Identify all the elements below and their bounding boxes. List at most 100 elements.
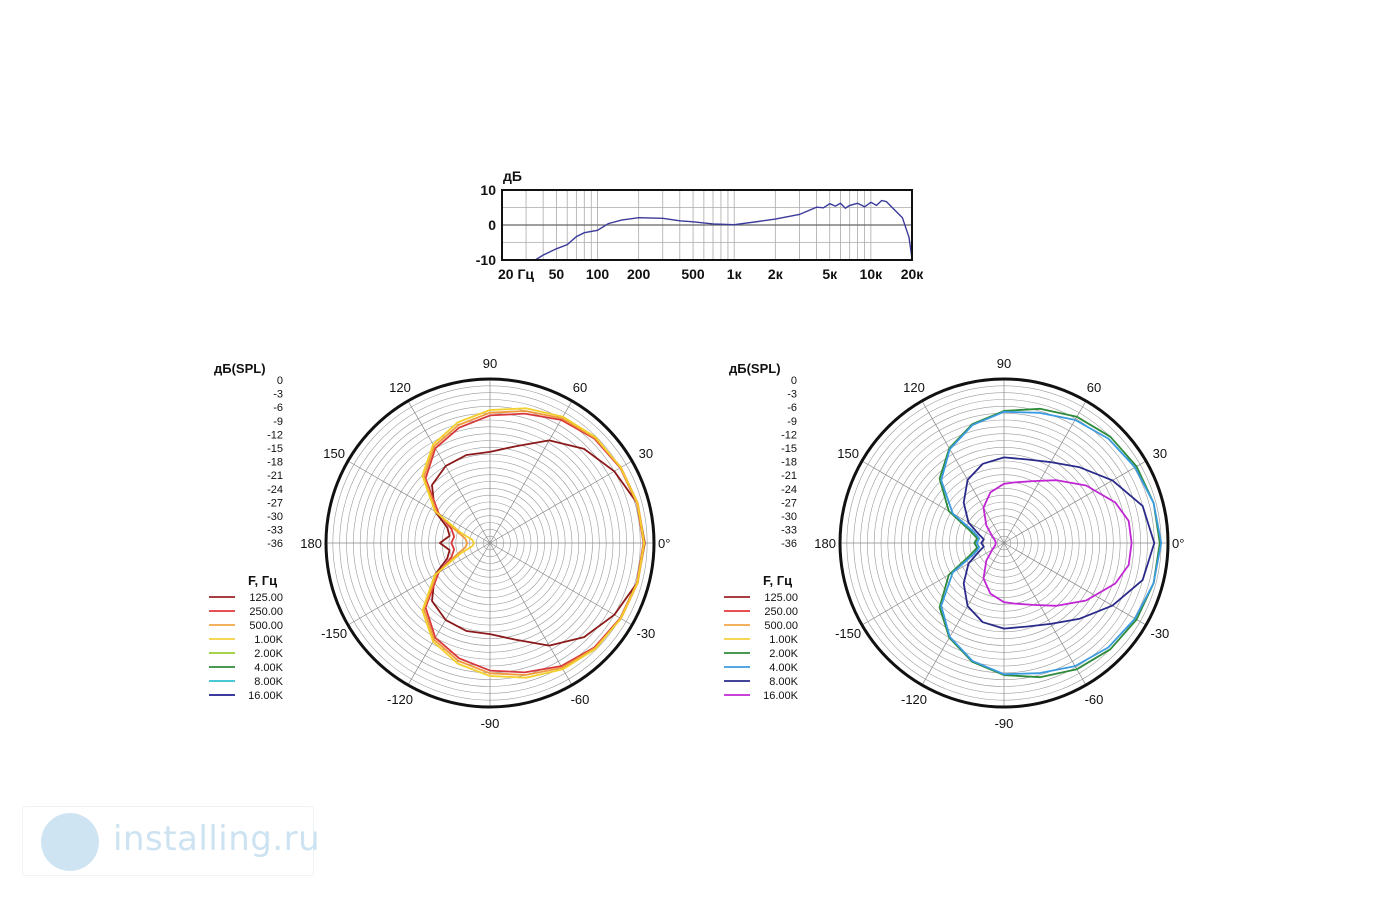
- polar2-legend-label: 1.00K: [769, 634, 798, 646]
- polar2-angle-label: 150: [837, 446, 859, 461]
- polar1-angle-label: 90: [483, 356, 497, 371]
- polar2-angle-label: 30: [1153, 446, 1167, 461]
- polar1-r-tick-label: -6: [273, 402, 283, 414]
- polar1-r-tick-label: -18: [267, 457, 283, 469]
- polar1-legend-label: 16.00K: [248, 690, 284, 702]
- polar2-angle-label: -150: [835, 626, 861, 641]
- polar1-r-tick-label: -36: [267, 538, 283, 550]
- polar1-legend-label: 8.00K: [254, 676, 283, 688]
- freq-grid: [502, 190, 912, 260]
- polar2-legend-label: 250.00: [764, 606, 798, 618]
- polar2-angle-label: 90: [997, 356, 1011, 371]
- polar1-angle-label: 60: [573, 380, 587, 395]
- polar-right-grid: [838, 377, 1170, 709]
- polar1-r-tick-label: -24: [267, 484, 283, 496]
- polar2-legend-label: 8.00K: [769, 676, 798, 688]
- freq-y-tick-label: -10: [476, 252, 496, 268]
- polar2-r-tick-label: -27: [781, 497, 797, 509]
- polar2-angle-label: 60: [1087, 380, 1101, 395]
- polar2-r-tick-label: -21: [781, 470, 797, 482]
- polar2-angle-label: 120: [903, 380, 925, 395]
- polar-left-grid: [324, 377, 656, 709]
- polar2-legend-label: 2.00K: [769, 648, 798, 660]
- polar1-angle-label: -120: [387, 692, 413, 707]
- polar-right-angle-labels: 90 60 30 0° -30 -60 -90 -120 -150 180 150 120: [814, 356, 1184, 731]
- polar1-r-tick-label: -3: [273, 389, 283, 401]
- polar1-r-tick-label: 0: [277, 375, 283, 387]
- freq-response-line: [534, 199, 913, 261]
- polar-left-angle-labels: 90 60 30 0° -30 -60 -90 -120 -150 180 150 120: [300, 356, 670, 731]
- freq-y-tick-label: 0: [488, 217, 496, 233]
- polar2-angle-label: 0°: [1172, 536, 1184, 551]
- polar2-r-tick-label: -12: [781, 429, 797, 441]
- freq-x-tick-label: 500: [681, 266, 705, 282]
- polar2-angle-label: 180: [814, 536, 836, 551]
- polar1-angle-label: -150: [321, 626, 347, 641]
- polar2-r-tick-label: -24: [781, 484, 797, 496]
- polar1-grid-spoke: [407, 400, 491, 544]
- polar2-series-line: [982, 479, 1133, 607]
- frequency-response-chart: дБ 100-10 20 Гц 50 100 200 500 1к 2к 5к 10к 20к: [476, 168, 925, 282]
- freq-x-tick-label: 2к: [768, 266, 784, 282]
- polar1-r-tick-label: -12: [267, 429, 283, 441]
- polar2-r-tick-label: -36: [781, 538, 797, 550]
- polar2-outer-ring: [838, 377, 1170, 709]
- polar-chart-right: дБ(SPL) 0-3-6-9-12-15-18-21-24-27-30-33-…: [724, 356, 1184, 731]
- polar2-grid-spoke: [921, 542, 1005, 686]
- polar1-angle-label: -60: [571, 692, 590, 707]
- polar2-grid-spoke: [921, 400, 1005, 544]
- polar2-series-line: [938, 407, 1161, 679]
- polar-left-legend: 125.00 250.00 500.00 1.00K 2.00K 4.00K 8.00K 16…: [209, 592, 284, 702]
- polar2-legend-label: 500.00: [764, 620, 798, 632]
- polar2-angle-label: -120: [901, 692, 927, 707]
- polar2-r-tick-label: -30: [781, 511, 797, 523]
- polar-right-r-axis-label: дБ(SPL): [729, 361, 781, 376]
- polar-right-series: [938, 407, 1163, 679]
- polar1-series-line: [423, 410, 646, 676]
- polar1-grid-spoke: [347, 542, 491, 626]
- freq-x-ticks: 20 Гц 50 100 200 500 1к 2к 5к 10к 20к: [498, 266, 924, 282]
- polar1-grid-spoke: [489, 542, 633, 626]
- polar1-legend-label: 250.00: [249, 606, 283, 618]
- polar2-r-tick-label: 0: [791, 375, 797, 387]
- freq-x-tick-label: 200: [627, 266, 651, 282]
- polar2-r-tick-label: -3: [787, 389, 797, 401]
- polar1-legend-label: 500.00: [249, 620, 283, 632]
- polar-left-r-ticks: 0 -3-6 -9-12 -15 -18-21 -24-27 -30 -33-36: [267, 375, 283, 550]
- polar1-outer-ring: [324, 377, 656, 709]
- polar1-series-line: [431, 439, 646, 647]
- polar1-legend-label: 2.00K: [254, 648, 283, 660]
- polar2-r-tick-label: -9: [787, 416, 797, 428]
- polar1-legend-label: 125.00: [249, 592, 283, 604]
- polar2-r-tick-label: -15: [781, 443, 797, 455]
- freq-x-tick-label: 10к: [860, 266, 884, 282]
- polar1-grid-spoke: [407, 542, 491, 686]
- polar-right-legend-title: F, Гц: [763, 573, 792, 588]
- polar1-series-line: [424, 412, 645, 674]
- polar1-r-tick-label: -9: [273, 416, 283, 428]
- freq-plot-frame: [501, 189, 913, 261]
- freq-y-tick-label: 10: [480, 182, 496, 198]
- polar1-angle-label: 0°: [658, 536, 670, 551]
- polar1-r-tick-label: -30: [267, 511, 283, 523]
- polar1-angle-label: 30: [639, 446, 653, 461]
- polar1-legend-label: 1.00K: [254, 634, 283, 646]
- freq-x-tick-label: 5к: [822, 266, 838, 282]
- polar2-grid-spoke: [1003, 542, 1147, 626]
- polar2-angle-label: -30: [1151, 626, 1170, 641]
- freq-y-axis-label: дБ: [503, 168, 522, 184]
- polar1-grid-spoke: [489, 542, 573, 686]
- polar2-legend-label: 125.00: [764, 592, 798, 604]
- installing-logo-icon: [41, 813, 99, 871]
- polar1-r-tick-label: -27: [267, 497, 283, 509]
- freq-x-tick-label: 50: [549, 266, 565, 282]
- polar2-grid-spoke: [1003, 542, 1087, 686]
- polar1-series-line: [421, 407, 645, 679]
- polar2-r-tick-label: -18: [781, 457, 797, 469]
- polar1-angle-label: -90: [481, 716, 500, 731]
- polar1-angle-label: 150: [323, 446, 345, 461]
- polar-left-legend-title: F, Гц: [248, 573, 277, 588]
- polar2-grid-spoke: [1003, 460, 1147, 544]
- freq-x-tick-label: 1к: [727, 266, 743, 282]
